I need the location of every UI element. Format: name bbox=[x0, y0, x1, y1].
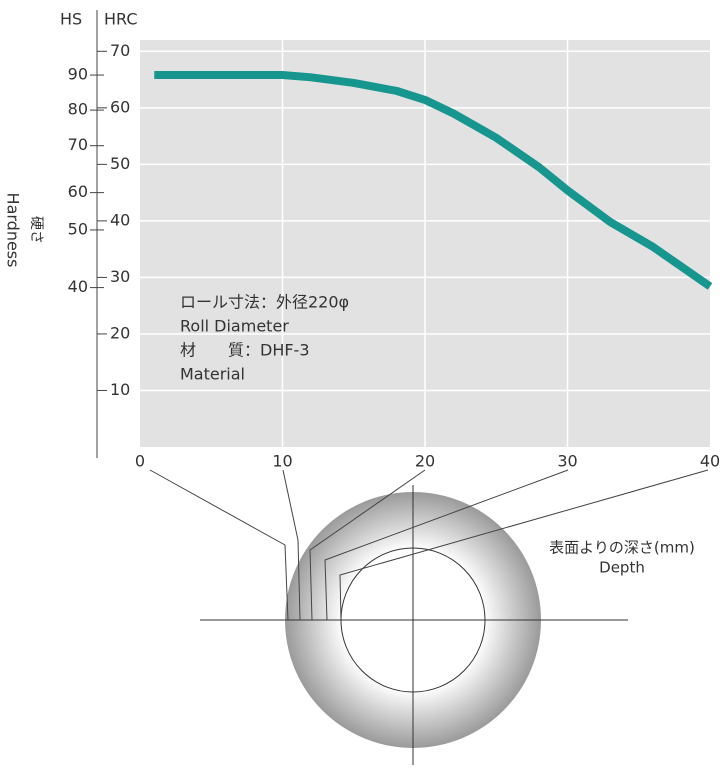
annotation-text: Material bbox=[180, 365, 245, 384]
y-tick-label: 10 bbox=[110, 380, 130, 399]
y2-tick-label: 60 bbox=[68, 182, 88, 201]
leader-line bbox=[324, 469, 569, 621]
y2-tick-label: 70 bbox=[68, 135, 88, 154]
x-tick-label: 0 bbox=[135, 452, 145, 471]
x-tick-label: 40 bbox=[700, 452, 720, 471]
x-tick-label: 30 bbox=[557, 452, 577, 471]
y-tick-label: 30 bbox=[110, 267, 130, 286]
x-axis-label: 表面よりの深さ(mm) bbox=[549, 539, 695, 557]
y-axis-title: HRC bbox=[104, 10, 138, 29]
y-tick-label: 60 bbox=[110, 97, 130, 116]
annotation: ロール寸法：外径220φ Roll Diameter 材 質：DHF-3 Materi… bbox=[180, 293, 349, 384]
leader-line bbox=[339, 469, 709, 621]
roll-diagram bbox=[149, 469, 709, 765]
y-axis-label-ja: 硬さ bbox=[28, 216, 44, 244]
y2-tick-label: 90 bbox=[68, 65, 88, 84]
leader-line bbox=[149, 469, 289, 621]
leader-line bbox=[309, 469, 426, 621]
x-tick-label: 20 bbox=[415, 452, 435, 471]
y-tick-label: 40 bbox=[110, 210, 130, 229]
annotation-text: ロール寸法：外径220φ bbox=[180, 293, 349, 312]
leader-line bbox=[282, 469, 301, 621]
x-tick-label: 10 bbox=[272, 452, 292, 471]
y-tick-label: 20 bbox=[110, 323, 130, 342]
y2-tick-label: 40 bbox=[68, 277, 88, 296]
y-axis-label: Hardness bbox=[4, 193, 23, 268]
annotation-text: 材 質：DHF-3 bbox=[180, 341, 310, 360]
y2-axis-title: HS bbox=[60, 10, 82, 29]
y2-tick-label: 80 bbox=[68, 100, 88, 119]
data-line bbox=[154, 71, 713, 290]
y-tick-label: 70 bbox=[110, 41, 130, 60]
y2-tick-label: 50 bbox=[68, 219, 88, 238]
annotation-text: Roll Diameter bbox=[180, 317, 289, 336]
y-tick-label: 50 bbox=[110, 154, 130, 173]
x-axis-label-en: Depth bbox=[599, 559, 645, 577]
